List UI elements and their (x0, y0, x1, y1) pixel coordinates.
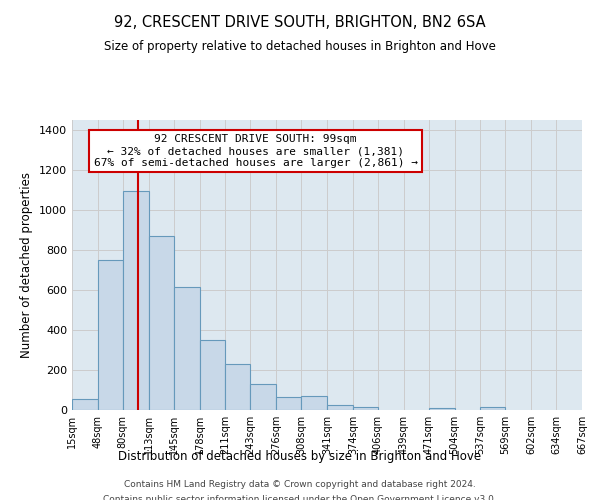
Y-axis label: Number of detached properties: Number of detached properties (20, 172, 34, 358)
Text: Size of property relative to detached houses in Brighton and Hove: Size of property relative to detached ho… (104, 40, 496, 53)
Bar (301, 396, 327, 410)
Bar (173, 287, 199, 410)
Bar (72, 399, 98, 410)
Bar (98, 260, 123, 410)
Bar (327, 405, 353, 410)
Bar (149, 236, 173, 410)
Text: 92 CRESCENT DRIVE SOUTH: 99sqm
← 32% of detached houses are smaller (1,381)
67% : 92 CRESCENT DRIVE SOUTH: 99sqm ← 32% of … (94, 134, 418, 168)
Bar (199, 340, 226, 410)
Text: Distribution of detached houses by size in Brighton and Hove: Distribution of detached houses by size … (118, 450, 482, 463)
Bar (226, 364, 250, 410)
Bar (276, 397, 301, 410)
Text: 92, CRESCENT DRIVE SOUTH, BRIGHTON, BN2 6SA: 92, CRESCENT DRIVE SOUTH, BRIGHTON, BN2 … (114, 15, 486, 30)
Bar (428, 408, 455, 410)
Text: Contains public sector information licensed under the Open Government Licence v3: Contains public sector information licen… (103, 495, 497, 500)
Bar (123, 191, 149, 410)
Bar (250, 384, 276, 410)
Bar (481, 407, 505, 410)
Bar (353, 407, 378, 410)
Text: Contains HM Land Registry data © Crown copyright and database right 2024.: Contains HM Land Registry data © Crown c… (124, 480, 476, 489)
